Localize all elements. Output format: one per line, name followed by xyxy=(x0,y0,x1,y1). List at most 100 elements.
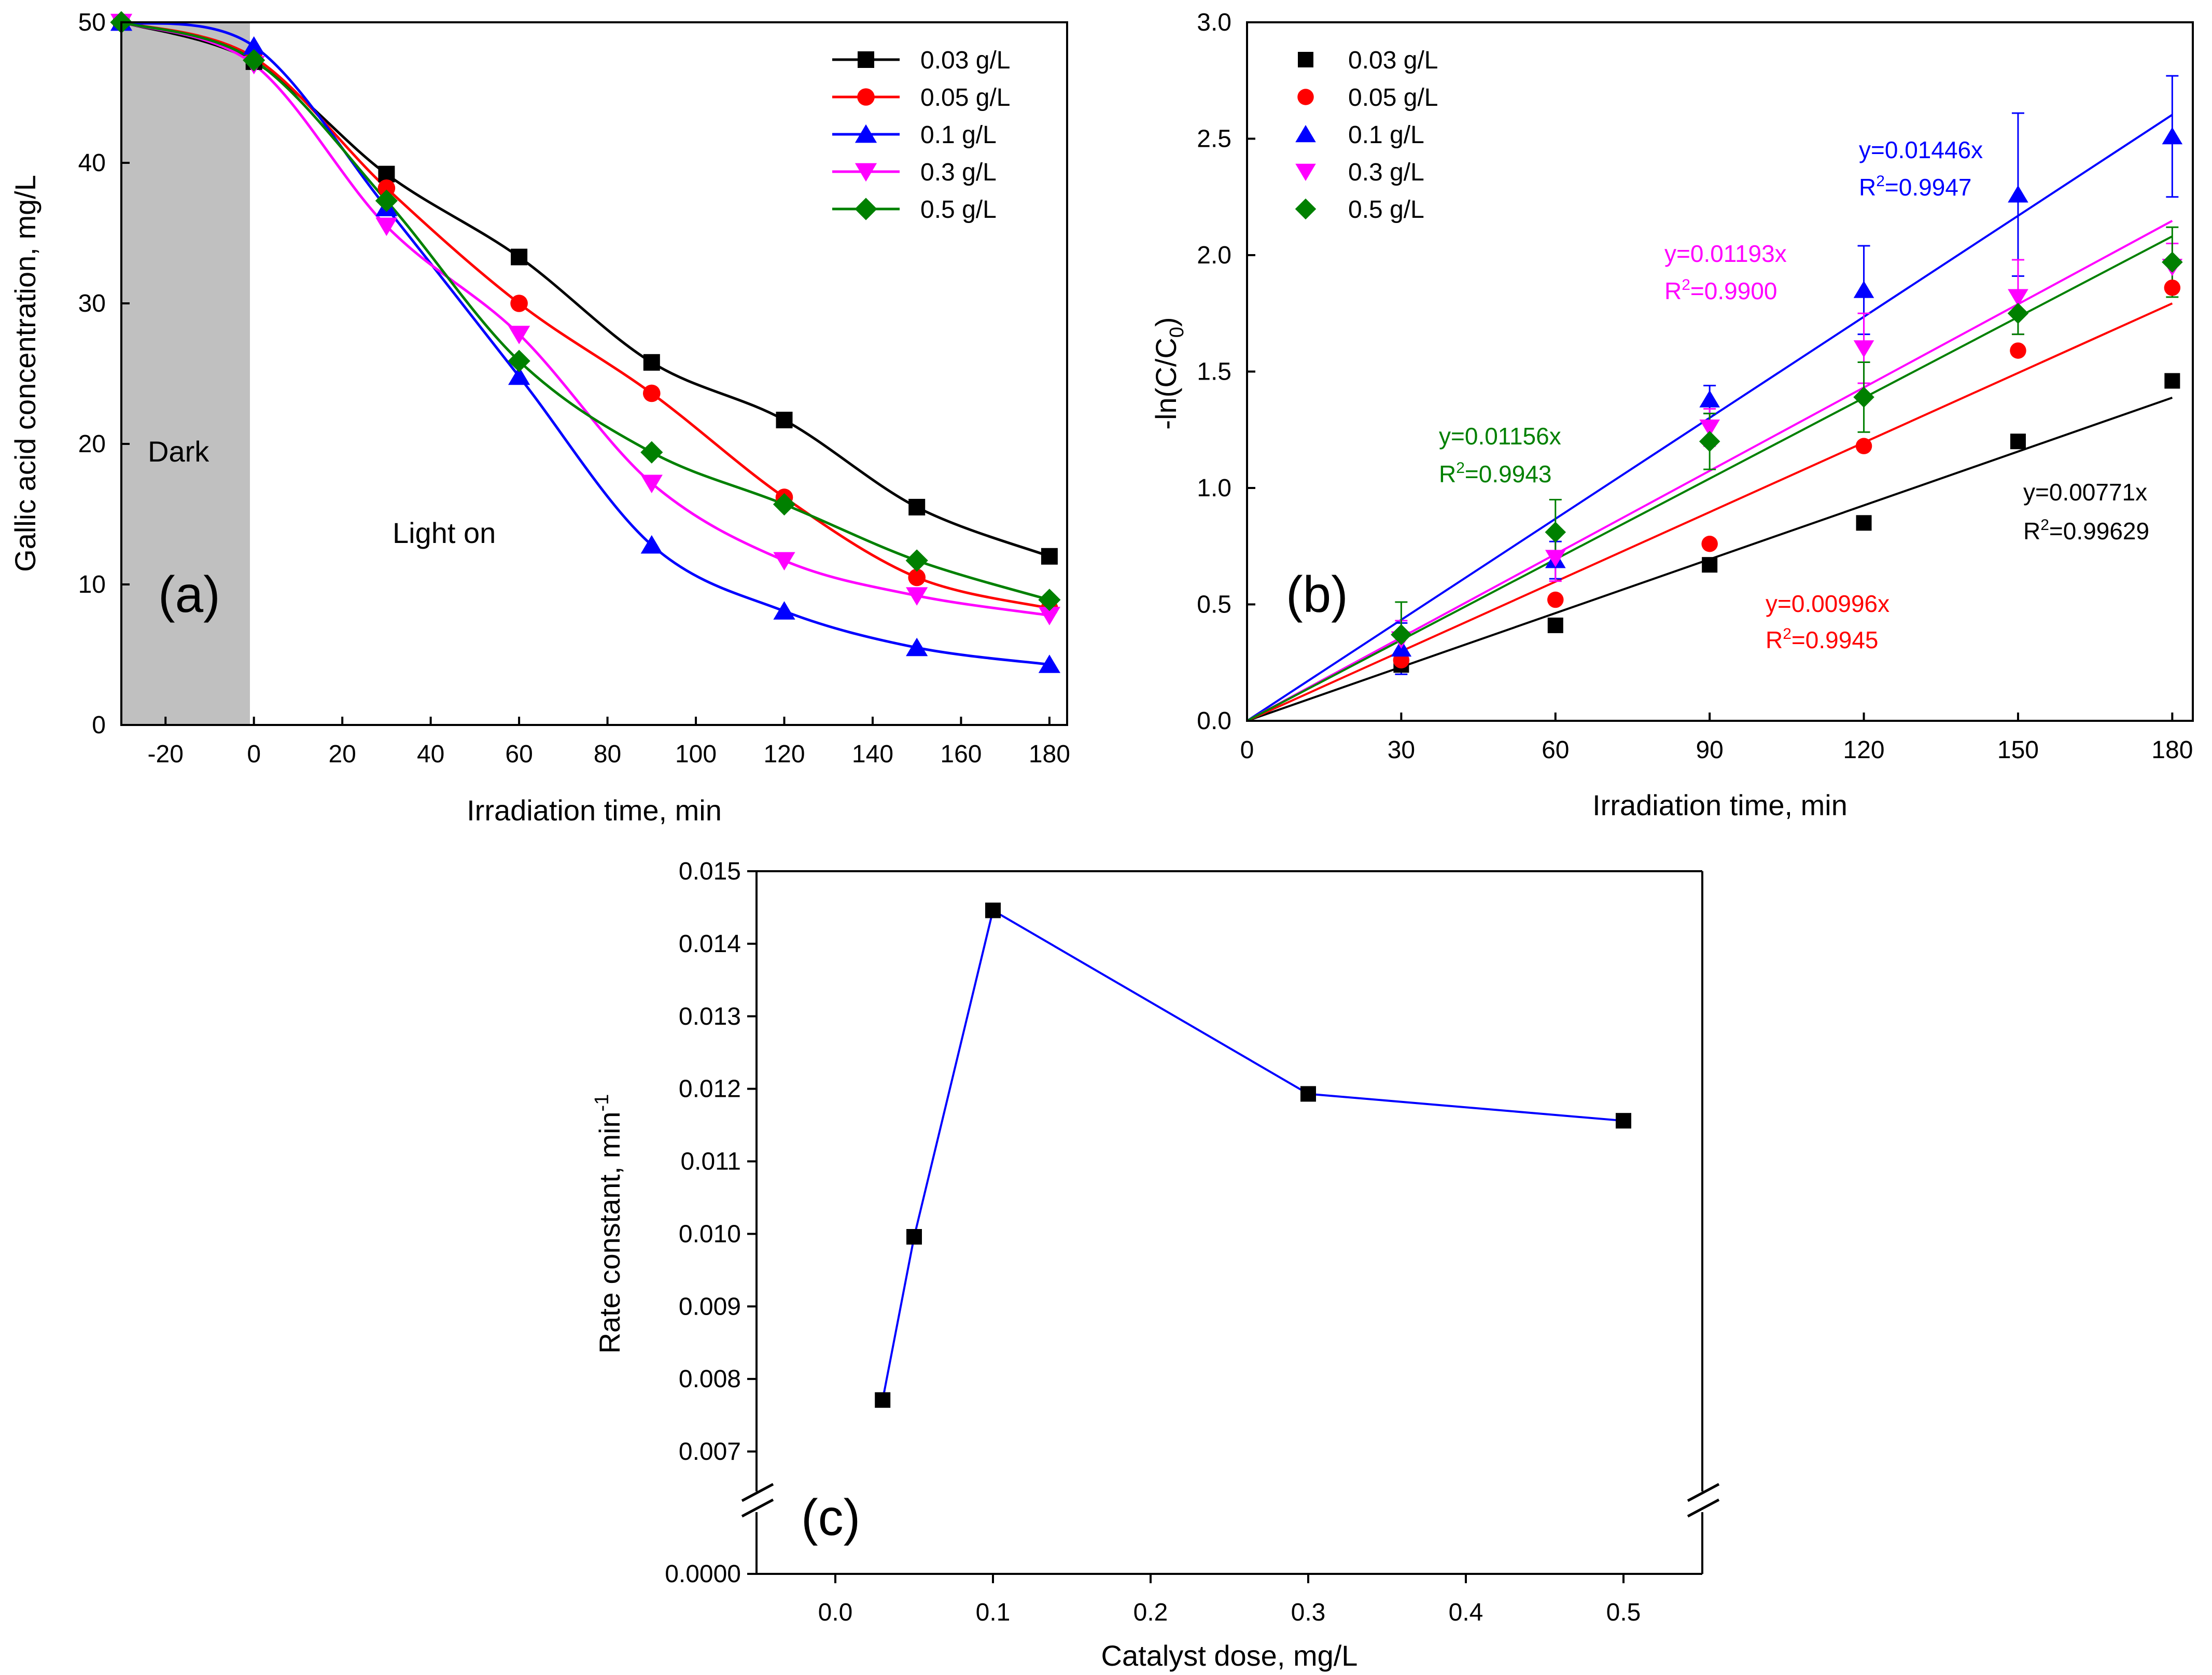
x-tick-label-a: 60 xyxy=(505,741,533,768)
point-0.5 g/L xyxy=(243,49,265,72)
y-tick-label-c-broken: 0.0000 xyxy=(665,1560,741,1588)
y-tick-label-b: 1.0 xyxy=(1197,474,1231,502)
y-tick-label-b: 3.0 xyxy=(1197,9,1231,36)
point-0.5 g/L xyxy=(508,350,530,372)
equation-0.5: y=0.01156x xyxy=(1439,423,1561,450)
x-tick-label-b: 30 xyxy=(1388,736,1415,764)
point-0.3 g/L xyxy=(1699,419,1720,437)
y-tick-label-b: 1.5 xyxy=(1197,358,1231,386)
point-0.3 g/L xyxy=(1853,340,1874,358)
point-0.5 g/L xyxy=(1391,624,1412,646)
x-tick-label-b: 90 xyxy=(1696,736,1723,764)
curve-0.05 g/L xyxy=(121,21,1050,610)
point-0.03 g/L xyxy=(1702,557,1718,573)
legend-b: 0.03 g/L 0.05 g/L 0.1 g/L 0.3 g/L 0.5 g/L xyxy=(1295,47,1438,224)
y-axis-label-c-sup: -1 xyxy=(591,1094,613,1112)
x-axis-b: 0 30 60 90 120 150 180 xyxy=(1240,713,2193,764)
point-0.5 g/L xyxy=(2162,252,2183,273)
point-0.3 g/L xyxy=(906,587,928,606)
markers-c xyxy=(875,902,1631,1408)
y-tick-label-b: 0.5 xyxy=(1197,591,1231,619)
point-0.1 g/L xyxy=(773,601,795,620)
y-tick-label-a: 20 xyxy=(78,430,106,458)
legend-label-a: 0.3 g/L xyxy=(920,159,997,186)
y-tick-label-c: 0.014 xyxy=(679,930,741,958)
point-0.3 g/L xyxy=(640,474,663,494)
curve-0.1 g/L xyxy=(121,21,1050,666)
curve-0.3 g/L xyxy=(121,21,1050,617)
x-tick-label-b: 180 xyxy=(2151,736,2193,764)
x-axis-label-c: Catalyst dose, mg/L xyxy=(1101,1639,1358,1672)
y-tick-label-c: 0.008 xyxy=(679,1365,741,1393)
point-0.3 g/L xyxy=(1038,607,1061,625)
legend-marker-b xyxy=(1298,52,1313,67)
panel-c: 0.0 0.1 0.2 0.3 0.4 0.5 0.007 0.008 0.009 0.010 0… xyxy=(591,858,1720,1672)
y-tick-label-c: 0.011 xyxy=(680,1148,741,1176)
legend-marker-a xyxy=(855,124,877,143)
legend-marker-b xyxy=(1297,89,1314,105)
legend-label-b: 0.5 g/L xyxy=(1348,196,1424,224)
point-0.05 g/L xyxy=(908,568,926,587)
y-tick-label-c: 0.009 xyxy=(679,1293,741,1320)
x-tick-label-a: 180 xyxy=(1029,741,1070,768)
legend-a: 0.03 g/L 0.05 g/L 0.1 g/L 0.3 g/L 0.5 g/L xyxy=(832,47,1010,224)
point-0.1 g/L xyxy=(2008,185,2028,203)
equation-0.3: y=0.01193x xyxy=(1664,240,1787,267)
x-tick-label-c: 0.5 xyxy=(1606,1599,1641,1626)
y-tick-label-a: 0 xyxy=(92,711,106,739)
point-0.1 g/L xyxy=(1853,281,1874,298)
y-tick-label-a: 10 xyxy=(78,571,106,598)
y-tick-label-c: 0.007 xyxy=(679,1438,741,1465)
legend-label-b: 0.3 g/L xyxy=(1348,159,1424,186)
point-0.03 g/L xyxy=(908,498,926,515)
x-tick-label-c: 0.1 xyxy=(976,1599,1011,1626)
x-tick-label-a: -20 xyxy=(148,741,184,768)
point-0.1 g/L xyxy=(243,36,265,55)
y-tick-label-c: 0.010 xyxy=(679,1220,741,1248)
legend-label-b: 0.03 g/L xyxy=(1348,47,1438,74)
point-0.05 g/L xyxy=(1701,536,1718,552)
point-0.3 g/L xyxy=(1545,550,1566,567)
point-0.05 g/L xyxy=(2164,280,2181,296)
x-axis-c: 0.0 0.1 0.2 0.3 0.4 0.5 xyxy=(818,1574,1641,1626)
equation-0.03: y=0.00771x xyxy=(2023,479,2147,506)
x-tick-label-a: 80 xyxy=(594,741,621,768)
legend-marker-b xyxy=(1295,125,1316,143)
light-on-label: Light on xyxy=(393,517,496,549)
legend-label-a: 0.5 g/L xyxy=(920,196,997,224)
y-tick-label-a: 30 xyxy=(78,290,106,317)
point-0.05 g/L xyxy=(510,295,528,312)
x-tick-label-a: 140 xyxy=(852,741,893,768)
panel-label-b: (b) xyxy=(1286,566,1348,623)
rate-point xyxy=(1300,1086,1316,1102)
legend-label-b: 0.05 g/L xyxy=(1348,84,1438,111)
point-0.03 g/L xyxy=(1547,617,1563,633)
point-0.05 g/L xyxy=(2010,342,2026,359)
point-0.05 g/L xyxy=(1855,438,1872,454)
y-tick-label-a: 50 xyxy=(78,9,106,36)
y-axis-label-b-main: -ln(C/C xyxy=(1150,338,1182,429)
point-0.5 g/L xyxy=(640,441,663,464)
y-tick-label-a: 40 xyxy=(78,149,106,177)
point-0.03 g/L xyxy=(1041,548,1058,565)
x-axis-label-b: Irradiation time, min xyxy=(1592,789,1847,821)
legend-label-b: 0.1 g/L xyxy=(1348,121,1424,149)
curve-0.5 g/L xyxy=(121,21,1050,602)
rate-point xyxy=(875,1392,891,1408)
legend-marker-a xyxy=(857,88,875,106)
point-0.03 g/L xyxy=(511,248,528,266)
r2-0.03: R2=0.99629 xyxy=(2023,517,2149,545)
point-0.1 g/L xyxy=(906,637,928,657)
x-tick-label-c: 0.3 xyxy=(1291,1599,1326,1626)
rate-point xyxy=(985,902,1001,918)
point-0.03 g/L xyxy=(776,411,793,428)
annotation-0.03: y=0.00771x R2=0.99629 xyxy=(2023,479,2149,545)
y-tick-label-b: 0.0 xyxy=(1197,707,1231,735)
x-tick-label-b: 120 xyxy=(1843,736,1885,764)
y-tick-label-c: 0.013 xyxy=(679,1003,741,1030)
point-0.03 g/L xyxy=(1856,515,1872,531)
y-axis-a: 0 10 20 30 40 50 xyxy=(78,9,130,739)
point-0.5 g/L xyxy=(905,549,928,572)
y-axis-label-b-sub: 0 xyxy=(1166,327,1188,338)
y-axis-b: 0.0 0.5 1.0 1.5 2.0 2.5 3.0 xyxy=(1197,9,1255,735)
